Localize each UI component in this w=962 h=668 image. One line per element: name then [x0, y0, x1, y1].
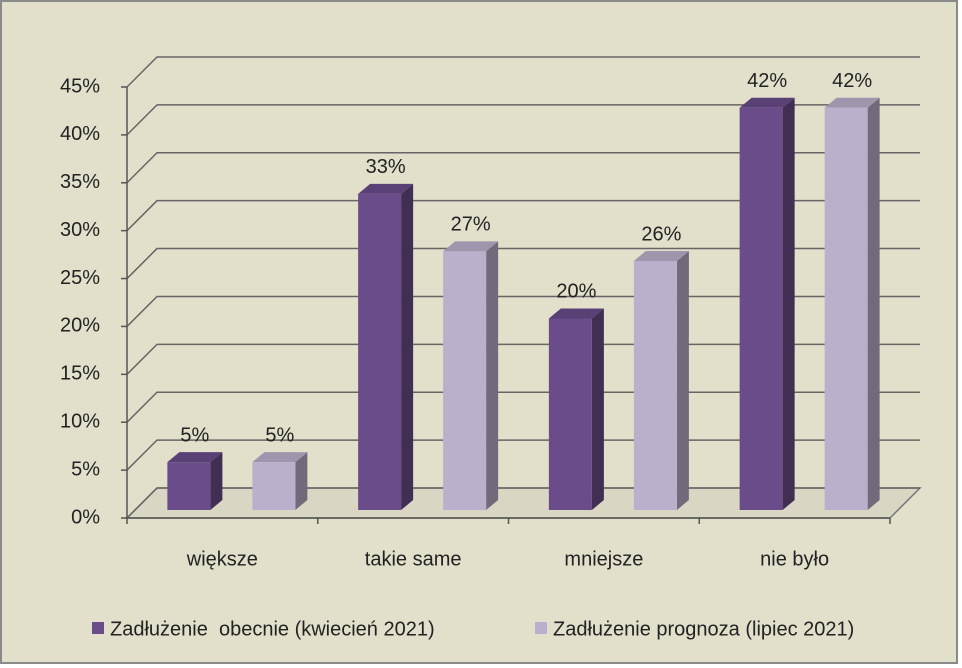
grid-line [126, 104, 920, 136]
x-tick-label: takie same [365, 548, 462, 570]
grid-line [126, 199, 920, 232]
y-tick-label: 0% [71, 506, 100, 528]
y-tick-label: 35% [60, 171, 100, 193]
bar-side [295, 452, 308, 510]
bar [548, 308, 604, 510]
y-tick-label: 10% [60, 411, 100, 433]
y-tick-label: 5% [71, 458, 100, 480]
bar-top [824, 97, 880, 108]
bar-top [548, 308, 604, 319]
data-label: 5% [265, 424, 294, 446]
y-tick-label: 40% [60, 123, 100, 145]
data-label: 26% [641, 223, 681, 245]
bar-front [739, 107, 783, 510]
grid-line [126, 56, 920, 88]
bar-front [633, 260, 677, 510]
bar-front [443, 251, 487, 510]
data-label: 5% [180, 424, 209, 446]
bar-top [167, 452, 223, 463]
y-tick-label: 30% [60, 219, 100, 241]
bar-side [210, 452, 223, 510]
legend-swatch [92, 622, 104, 634]
y-tick-label: 15% [60, 363, 100, 385]
data-label: 42% [747, 70, 787, 92]
bar-side [486, 241, 499, 510]
bar-top [633, 250, 689, 261]
legend-label: Zadłużenie prognoza (lipiec 2021) [553, 618, 854, 640]
floor [125, 487, 922, 519]
y-tick-label: 20% [60, 315, 100, 337]
x-tick-label: nie było [760, 548, 829, 570]
bar-front [548, 318, 592, 510]
bar [252, 452, 308, 510]
bar-front [252, 462, 296, 510]
bar [167, 452, 223, 510]
bar-top [739, 97, 795, 108]
bar [358, 183, 414, 510]
bar [633, 250, 689, 510]
bar-side [782, 97, 795, 510]
data-label: 27% [451, 214, 491, 236]
x-tick-label: mniejsze [564, 548, 643, 570]
bar-side [867, 97, 880, 510]
bar-front [358, 193, 402, 510]
bar-top [358, 183, 414, 194]
data-label: 20% [556, 281, 596, 303]
bar-side [676, 250, 689, 510]
grid-line [126, 247, 920, 280]
y-tick-label: 45% [60, 75, 100, 97]
bar-side [401, 183, 414, 510]
bar-side [591, 308, 604, 510]
bar-front [167, 462, 211, 510]
x-tick-label: większe [186, 548, 258, 570]
legend-label: Zadłużenie obecnie (kwiecień 2021) [110, 618, 435, 640]
bar-top [443, 241, 499, 252]
bar-top [252, 452, 308, 463]
legend-swatch [535, 622, 547, 634]
bar [443, 241, 499, 510]
data-label: 33% [366, 156, 406, 178]
bar [739, 97, 795, 510]
y-tick-label: 25% [60, 267, 100, 289]
grid-line [126, 152, 920, 184]
bar-front [824, 107, 868, 510]
data-label: 42% [832, 70, 872, 92]
bar [824, 97, 880, 510]
